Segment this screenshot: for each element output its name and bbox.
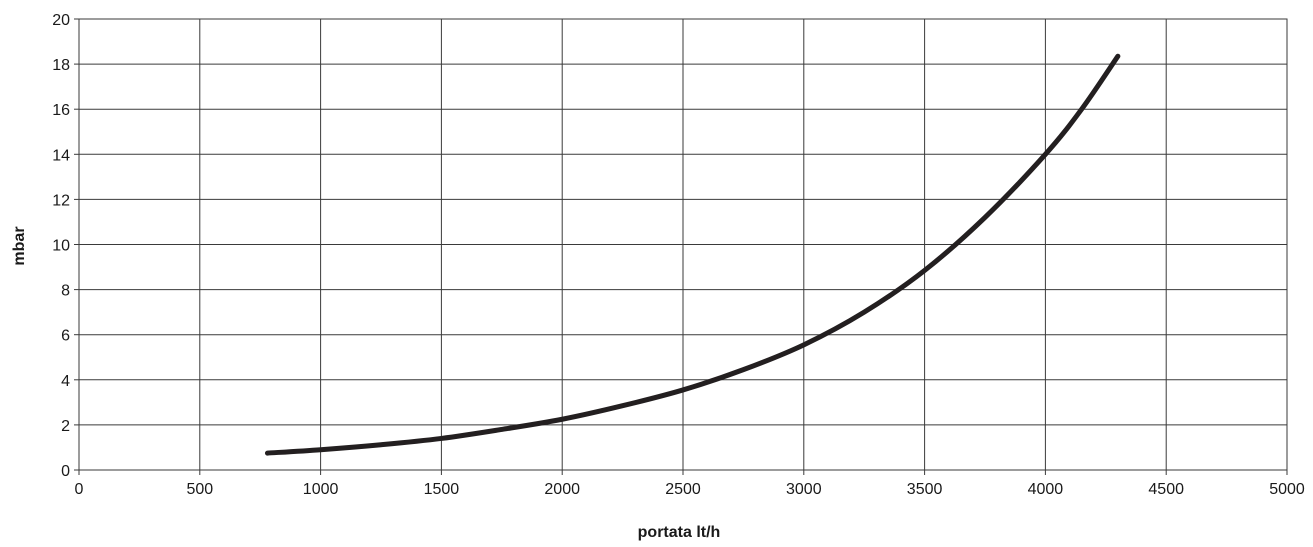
y-tick-label: 20 (52, 12, 70, 29)
y-tick-label: 16 (52, 102, 70, 119)
y-tick-label: 0 (61, 463, 70, 480)
x-tick-label: 0 (75, 481, 84, 498)
x-tick-label: 1000 (303, 481, 339, 498)
y-tick-label: 6 (61, 328, 70, 345)
y-tick-label: 2 (61, 418, 70, 435)
x-tick-label: 2500 (665, 481, 701, 498)
x-tick-label: 5000 (1269, 481, 1305, 498)
x-tick-label: 3500 (907, 481, 943, 498)
y-axis-title: mbar (11, 226, 28, 265)
x-axis-title: portata lt/h (638, 524, 721, 541)
y-tick-label: 12 (52, 192, 70, 209)
y-tick-label: 8 (61, 283, 70, 300)
y-axis-ticks: 0 2 4 6 8 10 12 14 16 18 20 (52, 12, 79, 480)
series-layer (264, 53, 1121, 456)
x-tick-label: 1500 (424, 481, 460, 498)
series-line (264, 53, 1121, 456)
x-tick-label: 4000 (1028, 481, 1064, 498)
y-tick-label: 18 (52, 57, 70, 74)
y-tick-label: 14 (52, 147, 70, 164)
x-axis-ticks: 0 500 1000 1500 2000 2500 3000 3500 4000 4500 5000 (75, 470, 1305, 498)
y-tick-label: 10 (52, 238, 70, 255)
y-tick-label: 4 (61, 373, 70, 390)
x-tick-label: 3000 (786, 481, 822, 498)
grid (78, 18, 1288, 471)
x-tick-label: 500 (186, 481, 213, 498)
x-tick-label: 4500 (1148, 481, 1184, 498)
x-tick-label: 2000 (544, 481, 580, 498)
